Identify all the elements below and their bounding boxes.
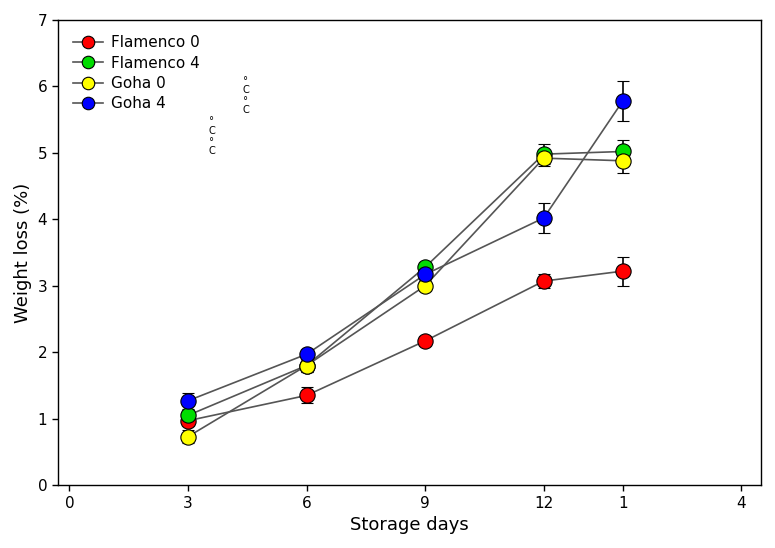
Y-axis label: Weight loss (%): Weight loss (%) [14, 182, 32, 323]
Text: C: C [209, 126, 216, 136]
Text: C: C [243, 85, 250, 95]
Text: °: ° [243, 76, 248, 86]
Text: °: ° [209, 137, 214, 147]
Text: °: ° [243, 96, 248, 106]
Text: °: ° [209, 117, 214, 127]
Text: C: C [243, 105, 250, 116]
Legend: Flamenco 0, Flamenco 4, Goha 0, Goha 4: Flamenco 0, Flamenco 4, Goha 0, Goha 4 [65, 27, 208, 119]
Text: C: C [209, 146, 216, 156]
X-axis label: Storage days: Storage days [350, 516, 469, 534]
